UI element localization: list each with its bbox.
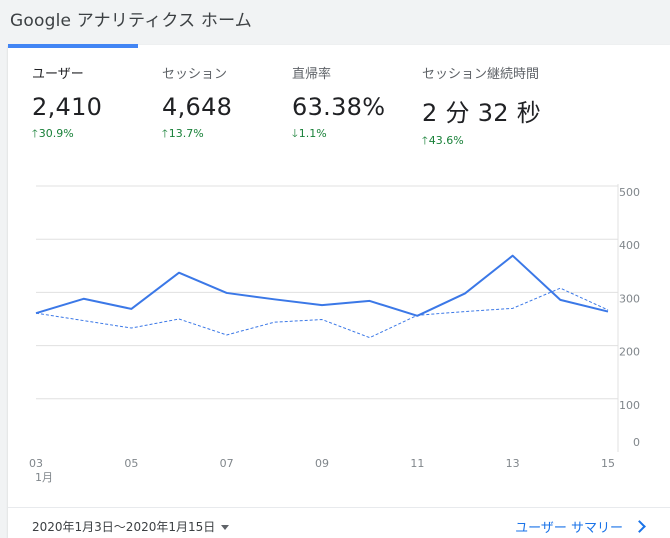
date-range-label: 2020年1月3日～2020年1月15日 — [32, 520, 216, 534]
overview-card: ユーザー 2,410 🡑30.9% セッション 4,648 🡑13.7% 直帰率… — [8, 45, 670, 538]
series-line-previous — [35, 287, 609, 339]
metric-value: 2,410 — [32, 93, 103, 121]
x-tick-label: 09 — [315, 457, 329, 470]
arrow-up-icon: 🡑 — [32, 127, 38, 140]
y-tick-label: 200 — [619, 346, 640, 359]
x-tick-label: 13 — [506, 457, 520, 470]
x-tick-label: 11 — [410, 457, 424, 470]
metric-change: 🡑13.7% — [162, 127, 204, 140]
metric-label: 直帰率 — [292, 67, 332, 82]
metric-tab-users[interactable]: ユーザー 2,410 🡑30.9% — [32, 63, 102, 144]
users-line-chart: 0 100 200 300 400 500 03 05 07 09 11 13 15 1月 — [29, 184, 640, 484]
y-tick-label: 400 — [619, 239, 640, 252]
metric-tab-bounce-rate[interactable]: 直帰率 63.38% 🡓1.1% — [292, 63, 385, 144]
metric-value: 63.38% — [292, 93, 386, 121]
metric-change: 🡑43.6% — [422, 134, 464, 147]
footer-divider — [8, 507, 670, 508]
x-tick-label: 05 — [124, 457, 138, 470]
metric-change: 🡓1.1% — [292, 127, 327, 140]
user-summary-label: ユーザー サマリー — [515, 521, 623, 536]
x-tick-label: 07 — [220, 457, 234, 470]
page-title: Google アナリティクス ホーム — [10, 11, 252, 31]
caret-down-icon — [221, 525, 230, 530]
metric-value: 4,648 — [162, 93, 233, 121]
x-tick-label: 15 — [601, 457, 615, 470]
metric-label: セッション — [162, 67, 228, 82]
y-tick-label: 300 — [619, 292, 640, 305]
x-tick-label: 03 — [29, 457, 43, 470]
metric-change: 🡑30.9% — [32, 127, 74, 140]
y-tick-label: 100 — [619, 399, 640, 412]
metric-tab-sessions[interactable]: セッション 4,648 🡑13.7% — [162, 63, 232, 144]
user-summary-link[interactable]: ユーザー サマリー — [515, 517, 646, 536]
y-tick-label: 0 — [633, 436, 640, 449]
y-tick-label: 500 — [619, 186, 640, 199]
active-tab-indicator — [8, 44, 138, 48]
series-line-current — [35, 254, 609, 317]
arrow-down-icon: 🡓 — [292, 127, 298, 140]
metric-label: セッション継続時間 — [422, 67, 540, 82]
arrow-up-icon: 🡑 — [162, 127, 168, 140]
metric-label: ユーザー — [32, 67, 84, 82]
date-range-selector[interactable]: 2020年1月3日～2020年1月15日 — [32, 518, 230, 535]
x-month-label: 1月 — [35, 471, 53, 484]
chevron-right-icon — [633, 520, 646, 533]
metric-tab-session-duration[interactable]: セッション継続時間 2 分 32 秒 🡑43.6% — [422, 63, 541, 151]
arrow-up-icon: 🡑 — [422, 134, 428, 147]
metric-value: 2 分 32 秒 — [422, 99, 542, 127]
